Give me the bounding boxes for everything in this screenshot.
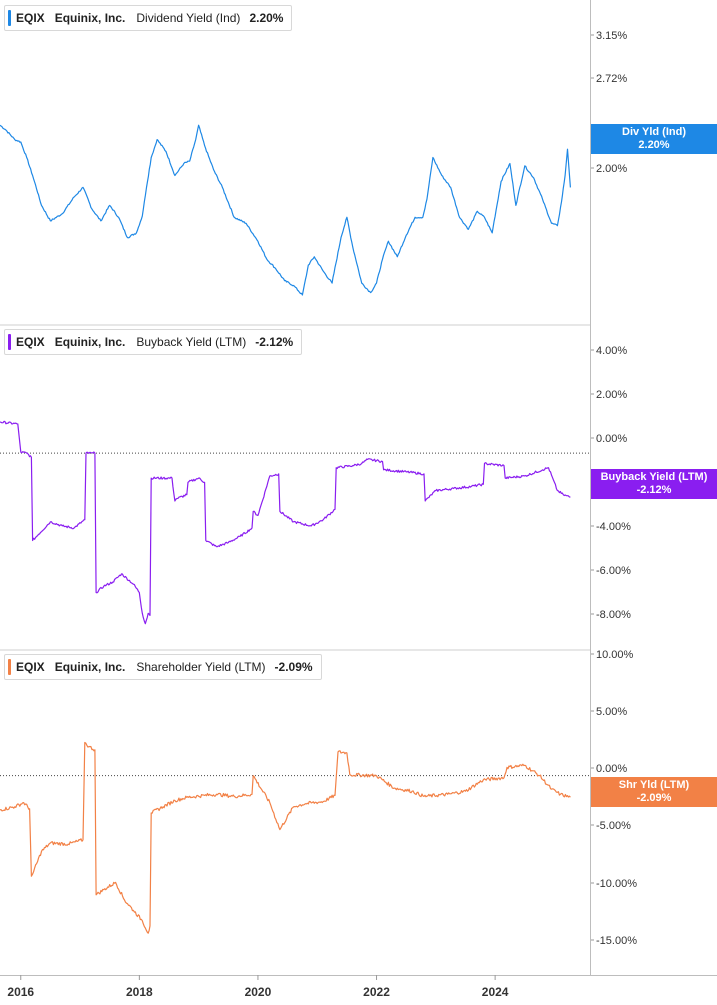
x-tick-label: 2024 [482,985,509,999]
legend-company: Equinix, Inc. [54,660,126,674]
badge-label: Shr Yld (LTM) [618,779,690,791]
x-tick-label: 2020 [245,985,272,999]
y-tick-label: 0.00% [596,433,627,445]
y-tick-label: -15.00% [596,935,637,947]
legend-buyback-yield: EQIX Equinix, Inc. Buyback Yield (LTM) -… [4,329,303,355]
y-tick-label: -8.00% [596,609,631,621]
badge-buyback-yield: Buyback Yield (LTM) -2.12% [591,469,717,499]
y-tick-label: -6.00% [596,565,631,577]
y-tick-label: 2.00% [596,389,627,401]
y-tick-label: 0.00% [596,763,627,775]
series-color-swatch [8,334,11,350]
x-tick-label: 2018 [126,985,153,999]
y-tick-label: 2.72% [596,73,627,85]
y-tick-label: -4.00% [596,521,631,533]
y-tick-label: 5.00% [596,706,627,718]
badge-shareholder-yield: Shr Yld (LTM) -2.09% [591,777,717,807]
legend-ticker: EQIX [16,335,45,349]
legend-value: -2.09% [274,660,313,674]
legend-metric: Shareholder Yield (LTM) [136,660,266,674]
series-line-shareholder-yield [0,741,571,934]
series-line-dividend-yield [0,124,571,296]
legend-value: 2.20% [249,11,284,25]
y-tick-label: -10.00% [596,878,637,890]
legend-ticker: EQIX [16,660,45,674]
legend-dividend-yield: EQIX Equinix, Inc. Dividend Yield (Ind) … [4,5,293,31]
x-tick-label: 2022 [363,985,390,999]
badge-value: -2.09% [636,792,672,804]
badge-value: -2.12% [636,484,672,496]
y-tick-label: 3.15% [596,30,627,42]
badge-label: Div Yld (Ind) [622,126,686,138]
series-color-swatch [8,659,11,675]
y-tick-label: 2.00% [596,163,627,175]
legend-value: -2.12% [255,335,294,349]
y-tick-label: 4.00% [596,345,627,357]
legend-company: Equinix, Inc. [54,11,126,25]
series-color-swatch [8,10,11,26]
legend-ticker: EQIX [16,11,45,25]
legend-company: Equinix, Inc. [54,335,126,349]
legend-metric: Buyback Yield (LTM) [136,335,247,349]
legend-shareholder-yield: EQIX Equinix, Inc. Shareholder Yield (LT… [4,654,322,680]
y-tick-label: 10.00% [596,649,634,661]
y-tick-label: -5.00% [596,820,631,832]
badge-value: 2.20% [638,139,670,151]
badge-dividend-yield: Div Yld (Ind) 2.20% [591,124,717,154]
badge-label: Buyback Yield (LTM) [600,471,708,483]
series-line-buyback-yield [0,420,571,625]
x-tick-label: 2016 [7,985,34,999]
legend-metric: Dividend Yield (Ind) [136,11,241,25]
